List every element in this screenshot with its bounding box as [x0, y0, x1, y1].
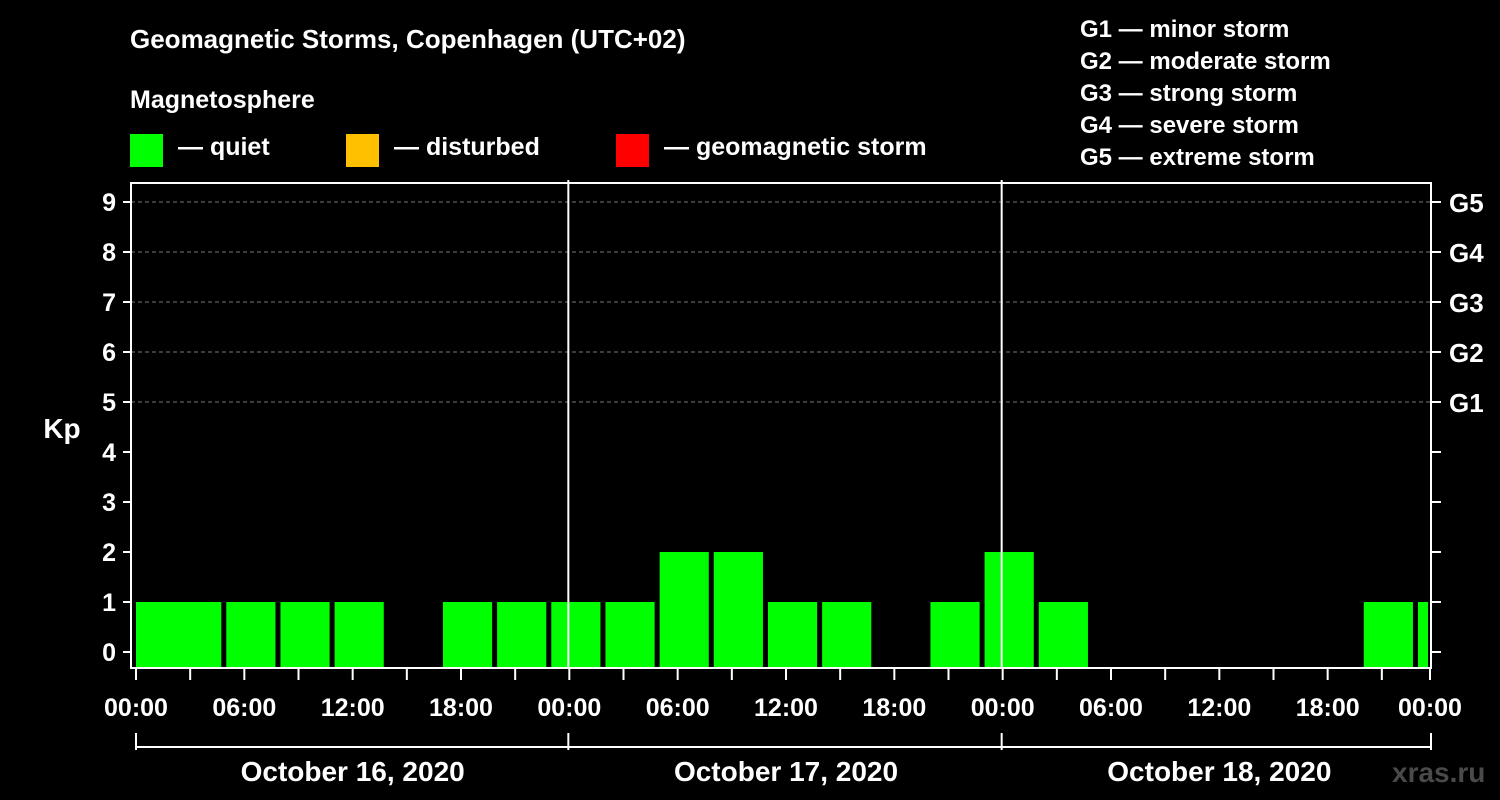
legend-title: Magnetosphere [130, 86, 315, 114]
y-tick-label: 5 [102, 389, 116, 417]
kp-bar [659, 552, 709, 668]
y-tick-label: 0 [102, 639, 116, 667]
y-tick-label: 7 [102, 289, 116, 317]
x-tick-label: 00:00 [104, 694, 168, 722]
legend-label-quiet: — quiet [178, 133, 270, 161]
kp-bar [442, 602, 493, 668]
y-tick-label: 9 [102, 189, 116, 217]
x-tick-label: 06:00 [1079, 694, 1143, 722]
g-scale-label-g2: G2 [1449, 338, 1484, 368]
storm-scale-g4: G4 — severe storm [1080, 112, 1299, 139]
kp-bar [767, 602, 818, 668]
kp-bar [605, 602, 655, 668]
kp-bar [1417, 602, 1428, 668]
g-scale-label-g4: G4 [1449, 238, 1484, 268]
kp-bar [226, 602, 276, 668]
kp-bar [551, 602, 601, 668]
legend-swatch-storm [616, 134, 649, 167]
legend-label-storm: — geomagnetic storm [664, 133, 927, 161]
kp-bar [280, 602, 330, 668]
x-tick-label: 12:00 [1187, 694, 1251, 722]
x-tick-label: 00:00 [971, 694, 1035, 722]
plot-frame [130, 182, 1432, 669]
x-tick-label: 00:00 [1398, 694, 1462, 722]
chart-title: Geomagnetic Storms, Copenhagen (UTC+02) [130, 24, 686, 54]
x-tick-label: 06:00 [212, 694, 276, 722]
kp-bar [1363, 602, 1413, 668]
date-label: October 18, 2020 [1107, 756, 1331, 787]
y-tick-label: 1 [102, 589, 116, 617]
kp-bar [1038, 602, 1088, 668]
storm-scale-g3: G3 — strong storm [1080, 80, 1298, 107]
g-scale-label-g5: G5 [1449, 188, 1484, 218]
date-label: October 16, 2020 [241, 756, 465, 787]
date-label: October 17, 2020 [674, 756, 898, 787]
x-tick-label: 12:00 [321, 694, 385, 722]
kp-bar [822, 602, 872, 668]
y-tick-label: 4 [102, 439, 116, 467]
y-axis-label: Kp [43, 413, 80, 444]
kp-bar [984, 552, 1034, 668]
x-tick-label: 12:00 [754, 694, 818, 722]
kp-bar [930, 602, 980, 668]
legend-swatch-quiet [130, 134, 163, 167]
y-tick-label: 3 [102, 489, 116, 517]
legend-label-disturbed: — disturbed [394, 133, 540, 161]
g-scale-label-g1: G1 [1449, 388, 1484, 418]
kp-bar [713, 552, 763, 668]
x-tick-label: 18:00 [429, 694, 493, 722]
kp-bar [497, 602, 547, 668]
x-tick-label: 06:00 [646, 694, 710, 722]
storm-scale-g2: G2 — moderate storm [1080, 48, 1331, 75]
legend-swatch-disturbed [346, 134, 379, 167]
y-tick-label: 2 [102, 539, 116, 567]
x-tick-label: 18:00 [1296, 694, 1360, 722]
y-tick-label: 8 [102, 239, 116, 267]
watermark: xras.ru [1392, 757, 1486, 788]
storm-scale-g1: G1 — minor storm [1080, 16, 1290, 43]
y-tick-label: 6 [102, 339, 116, 367]
g-scale-label-g3: G3 [1449, 288, 1484, 318]
kp-bar [172, 602, 222, 668]
kp-bar [334, 602, 384, 668]
storm-scale-g5: G5 — extreme storm [1080, 144, 1315, 171]
x-tick-label: 18:00 [862, 694, 926, 722]
x-tick-label: 00:00 [537, 694, 601, 722]
